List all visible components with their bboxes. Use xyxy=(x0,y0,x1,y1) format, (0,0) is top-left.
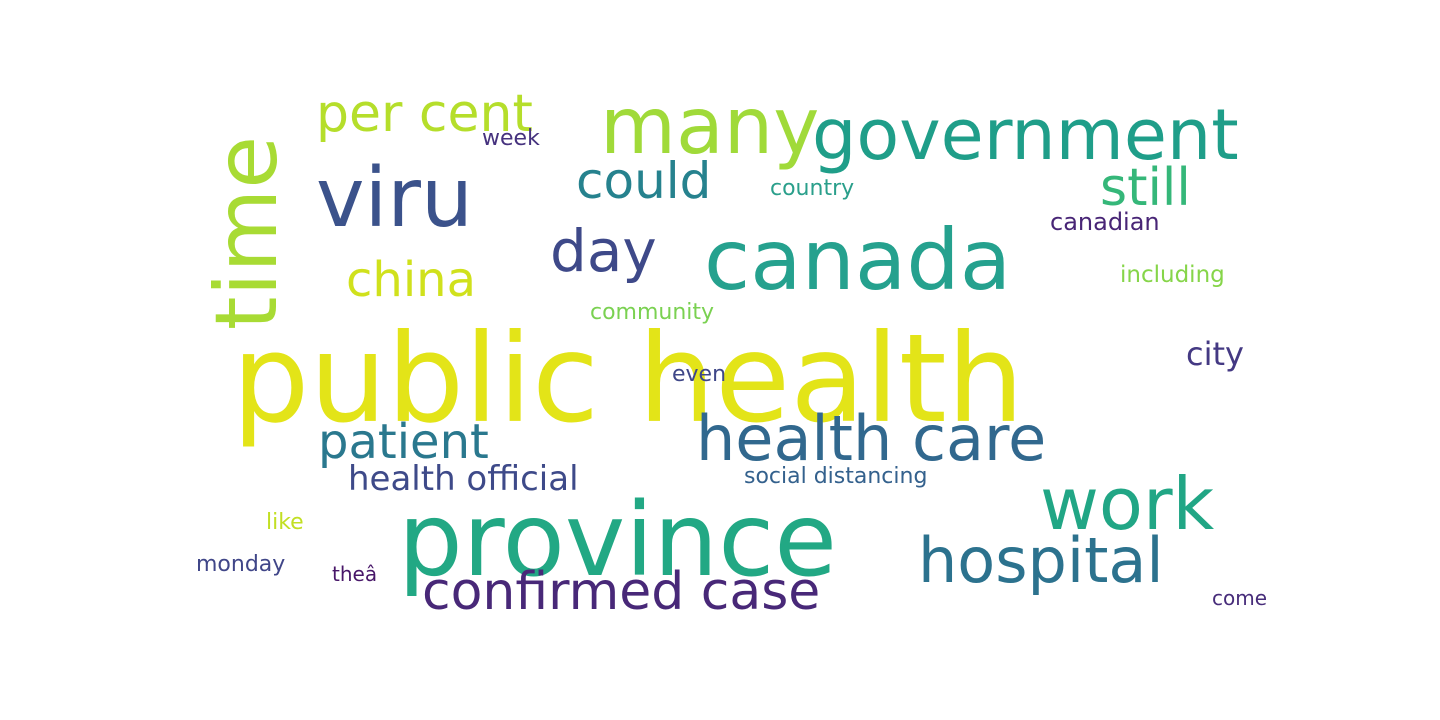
word-work: work xyxy=(1040,462,1215,546)
word-patient: patient xyxy=(318,414,489,470)
word-community: community xyxy=(590,300,715,325)
word-per-cent: per cent xyxy=(316,84,533,144)
word-time: time xyxy=(197,135,298,331)
word-come: come xyxy=(1212,586,1268,610)
word-canada: canada xyxy=(704,211,1012,309)
word-health-care: health care xyxy=(696,402,1047,475)
word-week: week xyxy=(482,126,540,151)
word-social-distancing: social distancing xyxy=(744,464,928,489)
word-thea: theâ xyxy=(332,562,378,586)
word-confirmed-case: confirmed case xyxy=(422,562,821,622)
word-many: many xyxy=(600,82,820,172)
word-public-health: public health xyxy=(232,308,1025,450)
word-could: could xyxy=(576,152,712,210)
word-health-official: health official xyxy=(348,459,579,499)
word-city: city xyxy=(1186,335,1244,373)
word-including: including xyxy=(1120,262,1225,288)
word-like: like xyxy=(266,510,304,535)
word-government: government xyxy=(812,94,1239,176)
word-day: day xyxy=(550,217,657,285)
word-canadian: canadian xyxy=(1050,208,1160,236)
word-hospital: hospital xyxy=(918,524,1164,597)
word-country: country xyxy=(770,176,855,201)
word-even: even xyxy=(672,362,727,387)
word-province: province xyxy=(398,481,838,600)
word-monday: monday xyxy=(196,552,286,577)
word-still: still xyxy=(1100,158,1191,218)
word-china: china xyxy=(346,252,476,308)
word-viru: viru xyxy=(316,151,473,246)
